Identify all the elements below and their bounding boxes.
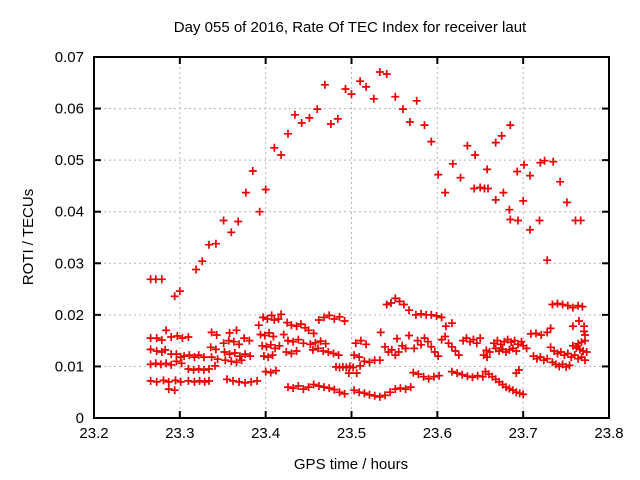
x-tick-label: 23.2 [79, 425, 108, 442]
grid-layer [94, 57, 609, 418]
y-tick-label: 0.06 [55, 101, 84, 118]
y-tick-label: 0.03 [55, 255, 84, 272]
x-tick-label: 23.5 [337, 425, 366, 442]
x-tick-label: 23.6 [423, 425, 452, 442]
y-axis-label: ROTI / TECUs [20, 189, 37, 285]
y-tick-label: 0.04 [55, 204, 84, 221]
x-tick-label: 23.7 [509, 425, 538, 442]
x-tick-label: 23.8 [594, 425, 623, 442]
tick-layer [93, 56, 610, 419]
y-tick-label: 0.05 [55, 152, 84, 169]
x-tick-label: 23.3 [165, 425, 194, 442]
x-tick-label: 23.4 [251, 425, 280, 442]
data-point-layer [146, 68, 591, 401]
y-tick-label: 0 [76, 410, 84, 427]
x-axis-label: GPS time / hours [294, 456, 408, 473]
y-tick-label: 0.07 [55, 49, 84, 66]
y-tick-label: 0.02 [55, 307, 84, 324]
tick-label-layer: 23.2 23.3 23.4 23.5 23.6 23.7 23.8 0 0.01 0.02 0.0… [55, 49, 624, 442]
chart-title: Day 055 of 2016, Rate Of TEC Index for r… [174, 19, 527, 36]
y-tick-label: 0.01 [55, 358, 84, 375]
data-points-roti [146, 68, 591, 401]
